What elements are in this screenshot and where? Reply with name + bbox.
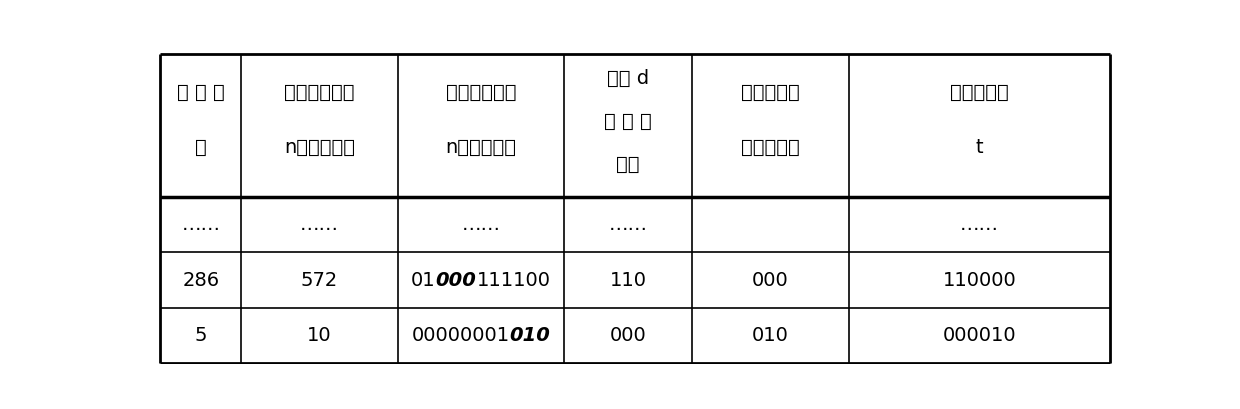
Text: n（十进制）: n（十进制） xyxy=(284,137,355,157)
Text: 调整后频度值: 调整后频度值 xyxy=(445,83,516,102)
Text: 000: 000 xyxy=(610,326,646,345)
Text: 调整后频度值: 调整后频度值 xyxy=(284,83,355,102)
Text: ……: …… xyxy=(609,215,647,234)
Text: n（二进制）: n（二进制） xyxy=(445,137,516,157)
Text: 原 频 度: 原 频 度 xyxy=(177,83,224,102)
Text: （ 二 进: （ 二 进 xyxy=(604,112,652,131)
Text: ……: …… xyxy=(181,215,221,234)
Text: 286: 286 xyxy=(182,271,219,290)
Text: 5: 5 xyxy=(195,326,207,345)
Text: 111100: 111100 xyxy=(476,271,551,290)
Text: 000: 000 xyxy=(751,271,789,290)
Text: 00000001: 00000001 xyxy=(412,326,510,345)
Text: 110: 110 xyxy=(610,271,646,290)
Text: 10: 10 xyxy=(308,326,332,345)
Text: 制）: 制） xyxy=(616,155,640,174)
Text: 572: 572 xyxy=(301,271,339,290)
Text: 000: 000 xyxy=(435,271,476,290)
Text: 000010: 000010 xyxy=(942,326,1016,345)
Text: 010: 010 xyxy=(751,326,789,345)
Text: 段值 d: 段值 d xyxy=(606,69,649,88)
Text: 段内线性压: 段内线性压 xyxy=(742,83,800,102)
Text: ……: …… xyxy=(960,215,998,234)
Text: 亮度分量值: 亮度分量值 xyxy=(950,83,1008,102)
Text: ……: …… xyxy=(461,215,500,234)
Text: t: t xyxy=(976,137,983,157)
Text: 缩转换结果: 缩转换结果 xyxy=(742,137,800,157)
Text: 值: 值 xyxy=(195,137,207,157)
Text: 010: 010 xyxy=(510,326,551,345)
Text: 01: 01 xyxy=(412,271,435,290)
Text: ……: …… xyxy=(300,215,339,234)
Text: 110000: 110000 xyxy=(942,271,1016,290)
